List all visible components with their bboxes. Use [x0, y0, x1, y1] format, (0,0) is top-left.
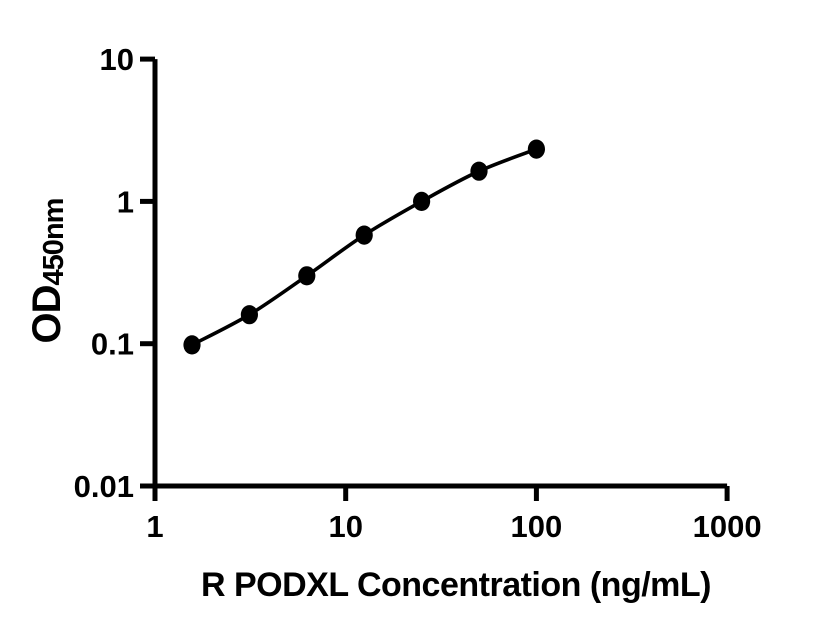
data-point: [527, 139, 546, 159]
y-axis-title-subscript: 450nm: [38, 198, 71, 286]
axis-spine: [152, 59, 728, 489]
data-point: [355, 225, 373, 245]
y-tick-label: 10: [100, 42, 134, 77]
x-tick-label: 10: [328, 509, 362, 544]
data-point: [413, 191, 431, 211]
y-axis-title: OD450nm: [24, 198, 71, 344]
data-point: [298, 266, 316, 286]
x-tick-label: 100: [511, 509, 563, 544]
y-tick-label: 1: [117, 184, 134, 219]
x-tick-label: 1: [146, 509, 163, 544]
data-point: [240, 305, 258, 325]
data-point: [470, 161, 488, 181]
y-tick-label: 0.1: [91, 327, 134, 362]
y-axis-title-main: OD: [24, 285, 69, 344]
x-axis-title: R PODXL Concentration (ng/mL): [201, 566, 711, 604]
y-tick-label: 0.01: [74, 469, 134, 504]
x-tick-label: 1000: [693, 509, 762, 544]
data-point: [183, 335, 201, 355]
